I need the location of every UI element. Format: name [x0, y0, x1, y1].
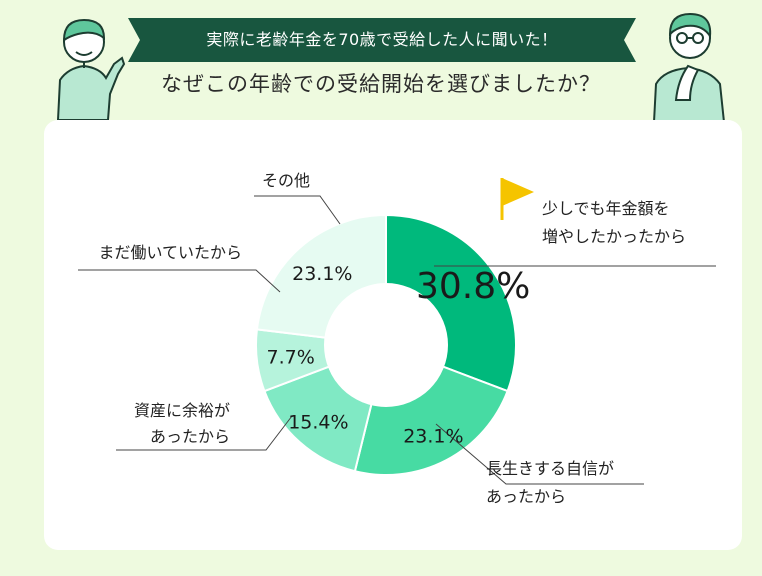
slice-label: あったから — [150, 427, 230, 446]
banner-ribbon — [128, 18, 636, 62]
flag-icon — [500, 178, 534, 220]
banner-text: 実際に老齢年金を70歳で受給した人に聞いた！ — [206, 30, 558, 49]
slice-label: まだ働いていたから — [98, 243, 242, 262]
pointing-person-illustration — [56, 18, 126, 120]
thinking-person-illustration — [652, 12, 726, 122]
donut-hole — [324, 283, 448, 407]
leader-line — [78, 269, 281, 293]
slice-label: 資産に余裕が — [134, 401, 230, 420]
leader-line — [435, 423, 644, 485]
slice-value-label: 23.1% — [403, 425, 463, 447]
chart-card: 少しでも年金額を 増やしたかったから 長生きする自信が あったから 資産に余裕が あったか… — [44, 120, 742, 550]
donut-chart: 少しでも年金額を増やしたかったから長生きする自信があったから資産に余裕があったか… — [78, 171, 716, 506]
slice-value-label: 7.7% — [267, 347, 315, 369]
slice-label: その他 — [262, 171, 310, 190]
leader-line — [116, 415, 293, 451]
slice-label: 長生きする自信が — [486, 459, 614, 478]
question-title: なぜこの年齢での受給開始を選びましたか？ — [161, 72, 601, 96]
slice-value-label: 30.8% — [416, 266, 530, 307]
leader-line — [254, 195, 341, 225]
title-banner: 実際に老齢年金を70歳で受給した人に聞いた！ — [128, 18, 636, 62]
slice-label: 増やしたかったから — [542, 227, 686, 246]
slice-value-label: 23.1% — [292, 263, 352, 285]
slice-value-label: 15.4% — [288, 411, 348, 433]
slice-label: あったから — [486, 487, 566, 506]
slice-label: 少しでも年金額を — [542, 199, 670, 218]
